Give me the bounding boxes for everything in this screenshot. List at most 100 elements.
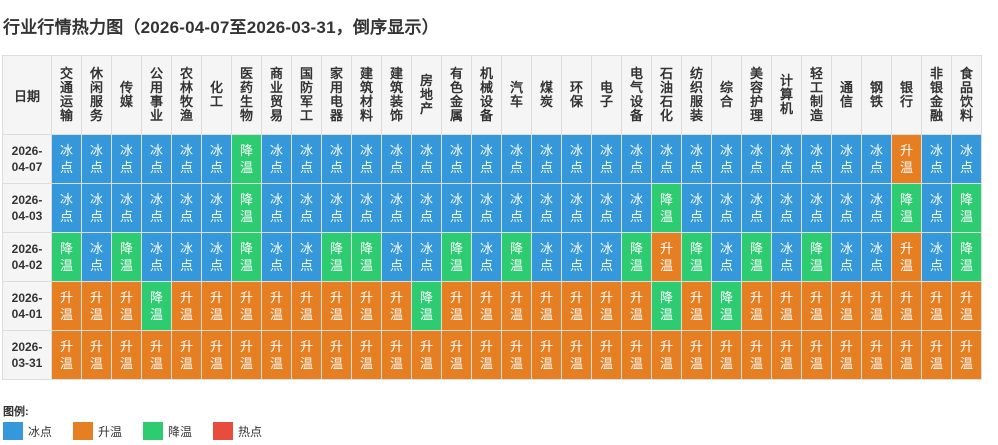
heat-cell: 冰点	[591, 232, 622, 282]
industry-header-label: 煤炭	[539, 80, 553, 109]
heat-cell: 冰点	[111, 183, 142, 233]
heat-cell-label: 降温	[119, 241, 133, 273]
heat-cell: 降温	[711, 281, 742, 331]
heatmap-table: 日期 交通运输 休闲服务 传媒 公用事业 农林牧渔 化工 医药生物 商业贸易 国防军工 家用电器 建…	[2, 55, 982, 380]
heat-cell-label: 升温	[959, 339, 973, 371]
heat-cell-label: 升温	[569, 339, 583, 371]
legend-label: 升温	[98, 424, 123, 439]
heat-cell-label: 冰点	[299, 143, 313, 175]
industry-header-label: 钢铁	[869, 80, 883, 109]
industry-header: 机械设备	[471, 55, 502, 135]
heat-cell: 冰点	[561, 134, 592, 184]
heat-cell-label: 升温	[779, 339, 793, 371]
heat-cell: 冰点	[411, 134, 442, 184]
heat-cell-label: 升温	[299, 339, 313, 371]
industry-header-label: 化工	[209, 80, 223, 109]
heat-cell-label: 升温	[539, 290, 553, 322]
heat-cell-label: 升温	[509, 290, 523, 322]
industry-header: 医药生物	[231, 55, 262, 135]
date-cell: 2026- 04-03	[2, 183, 52, 233]
heat-cell-label: 冰点	[569, 192, 583, 224]
heat-cell-label: 冰点	[779, 241, 793, 273]
heat-cell-label: 升温	[809, 339, 823, 371]
heat-cell-label: 升温	[869, 290, 883, 322]
heat-cell: 升温	[891, 232, 922, 282]
heat-cell: 升温	[471, 330, 502, 380]
heat-cell-label: 冰点	[449, 143, 463, 175]
heat-cell: 升温	[441, 330, 472, 380]
legend-swatch	[143, 422, 164, 440]
heat-cell: 升温	[561, 330, 592, 380]
heat-cell-label: 冰点	[749, 143, 763, 175]
heat-cell-label: 冰点	[539, 241, 553, 273]
heat-cell: 升温	[201, 330, 232, 380]
heat-cell-label: 冰点	[839, 241, 853, 273]
industry-header-label: 纺织服装	[689, 66, 703, 123]
heat-cell-label: 降温	[809, 241, 823, 273]
heat-cell-label: 冰点	[719, 192, 733, 224]
heat-cell-label: 升温	[449, 290, 463, 322]
heat-cell-label: 冰点	[269, 192, 283, 224]
heat-cell-label: 冰点	[749, 192, 763, 224]
heat-cell-label: 冰点	[929, 192, 943, 224]
industry-header: 食品饮料	[951, 55, 982, 135]
industry-header-label: 银行	[899, 80, 913, 109]
heat-cell: 升温	[381, 281, 412, 331]
heat-cell-label: 冰点	[119, 143, 133, 175]
heat-cell: 降温	[231, 232, 262, 282]
heat-cell: 降温	[51, 232, 82, 282]
legend-item: 热点	[213, 422, 262, 440]
heat-cell-label: 冰点	[869, 192, 883, 224]
industry-header-label: 建筑材料	[359, 66, 373, 123]
heat-cell: 升温	[471, 281, 502, 331]
industry-header-label: 通信	[839, 80, 853, 109]
heat-cell-label: 升温	[749, 290, 763, 322]
heat-cell: 降温	[411, 281, 442, 331]
industry-header-label: 电气设备	[629, 66, 643, 123]
heat-cell: 降温	[111, 232, 142, 282]
industry-header: 银行	[891, 55, 922, 135]
heat-cell: 升温	[321, 330, 352, 380]
heat-cell: 冰点	[501, 134, 532, 184]
date-cell: 2026- 04-02	[2, 232, 52, 282]
table-row: 2026- 04-03 冰点 冰点 冰点 冰点 冰点 冰点 降温 冰点 冰点 冰点 冰点 冰点 冰点 冰点 冰点…	[2, 183, 982, 233]
industry-header: 商业贸易	[261, 55, 292, 135]
heat-cell-label: 升温	[749, 339, 763, 371]
heat-cell-label: 降温	[329, 241, 343, 273]
heat-cell: 冰点	[51, 183, 82, 233]
heat-cell: 冰点	[81, 232, 112, 282]
heat-cell: 冰点	[711, 232, 742, 282]
heat-cell: 冰点	[141, 134, 172, 184]
industry-header: 交通运输	[51, 55, 82, 135]
heat-cell-label: 升温	[809, 290, 823, 322]
heat-cell: 升温	[801, 330, 832, 380]
heat-cell: 升温	[891, 330, 922, 380]
heat-cell: 降温	[681, 232, 712, 282]
heat-cell: 升温	[531, 281, 562, 331]
legend: 冰点 升温 降温 热点	[3, 422, 283, 440]
heat-cell-label: 冰点	[569, 143, 583, 175]
heat-cell-label: 冰点	[299, 241, 313, 273]
heat-cell-label: 冰点	[209, 241, 223, 273]
heat-cell: 降温	[231, 183, 262, 233]
heat-cell-label: 冰点	[389, 192, 403, 224]
legend-label: 冰点	[28, 424, 53, 439]
heat-cell-label: 升温	[479, 290, 493, 322]
heat-cell-label: 冰点	[359, 143, 373, 175]
heat-cell: 降温	[951, 232, 982, 282]
industry-header-label: 农林牧渔	[179, 66, 193, 123]
heat-cell: 升温	[831, 330, 862, 380]
heat-cell-label: 冰点	[179, 192, 193, 224]
heat-cell: 升温	[231, 281, 262, 331]
heat-cell-label: 冰点	[839, 143, 853, 175]
heat-cell: 冰点	[831, 134, 862, 184]
heat-cell-label: 降温	[629, 241, 643, 273]
heat-cell-label: 升温	[269, 339, 283, 371]
heat-cell: 冰点	[531, 232, 562, 282]
heat-cell-label: 冰点	[59, 143, 73, 175]
heat-cell-label: 冰点	[389, 241, 403, 273]
heat-cell-label: 冰点	[89, 192, 103, 224]
industry-header-label: 电子	[599, 80, 613, 109]
heat-cell: 升温	[501, 330, 532, 380]
heat-cell-label: 升温	[89, 339, 103, 371]
